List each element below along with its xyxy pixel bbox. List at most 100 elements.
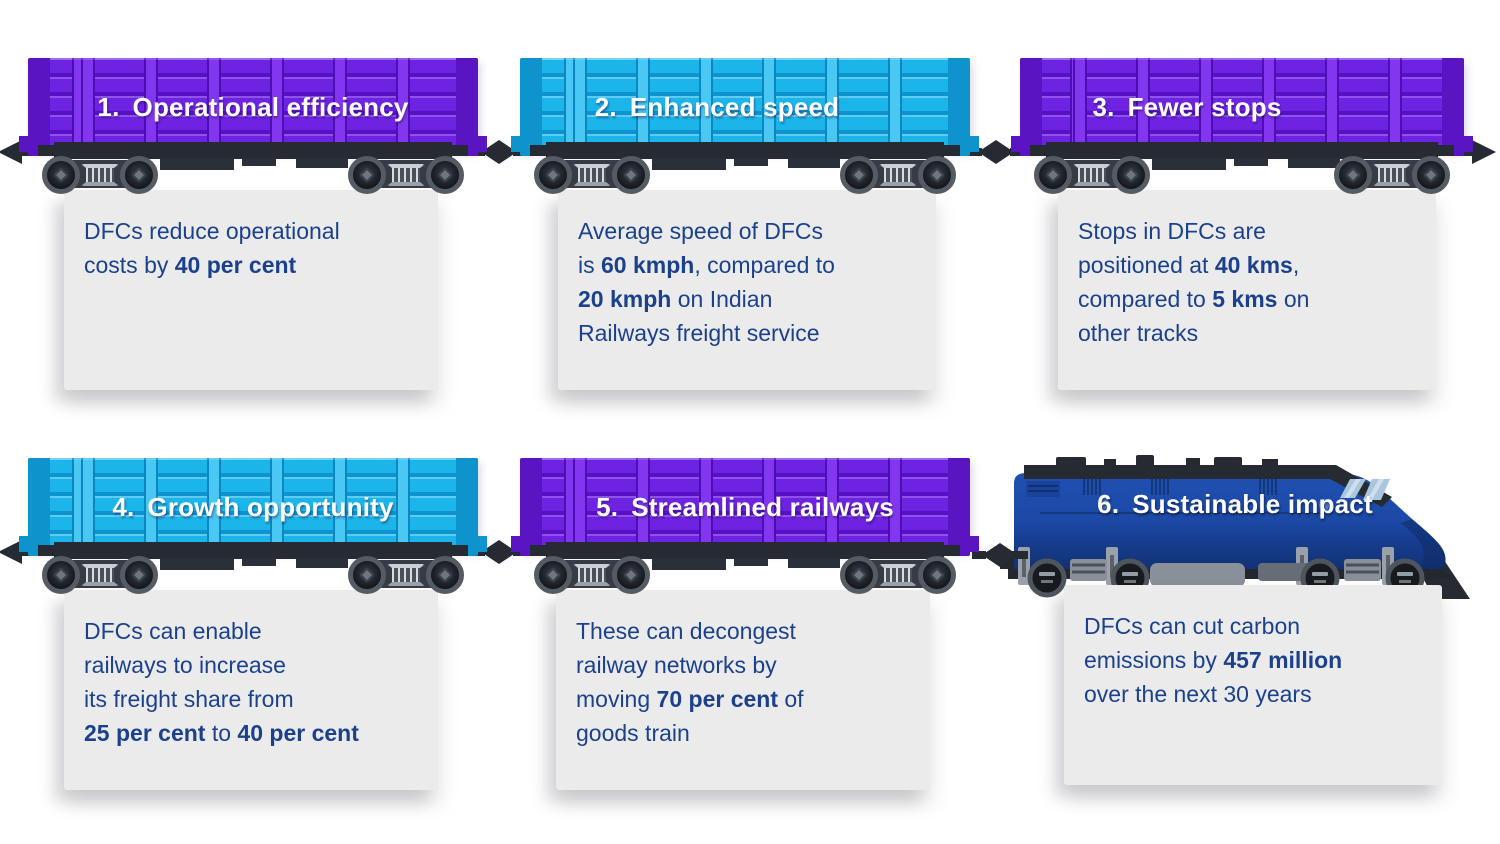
item-title-label: Sustainable impact — [1132, 489, 1373, 519]
card-text: These can decongest railway networks by mo… — [576, 618, 804, 746]
bogie-spring — [573, 164, 611, 186]
brake-box — [652, 158, 726, 170]
bogie-spring — [81, 564, 119, 586]
wheel-icon — [1112, 156, 1150, 194]
wagon-endcap — [948, 458, 979, 556]
wheel-icon — [426, 156, 464, 194]
wagon-endcap — [511, 58, 542, 156]
item-number: 6. — [1097, 489, 1120, 519]
wheel-icon — [534, 156, 572, 194]
bogie-spring — [879, 164, 917, 186]
benefit-item-1: DFCs reduce operational costs by 40 per c… — [19, 58, 487, 390]
brake-box — [734, 158, 768, 166]
wheel-icon — [426, 556, 464, 594]
bogie-spring — [387, 564, 425, 586]
item-number: 3. — [1092, 92, 1115, 122]
wagon-chassis — [530, 142, 960, 159]
wagon-endcap — [948, 58, 979, 156]
brake-box — [788, 158, 840, 168]
wheel-icon — [120, 556, 158, 594]
wheel-icon — [840, 556, 878, 594]
brake-box — [296, 558, 348, 568]
wagon-chassis — [38, 542, 468, 559]
wheel-bogie-icon — [348, 156, 464, 198]
benefit-item-3: Stops in DFCs are positioned at 40 kms, co… — [1011, 58, 1473, 390]
card-text: Stops in DFCs are positioned at 40 kms, co… — [1078, 218, 1310, 346]
brake-box — [734, 558, 768, 566]
wagon-chassis — [1030, 142, 1454, 159]
locomotive-icon — [1000, 455, 1470, 599]
wheel-bogie-icon — [1034, 156, 1150, 198]
wheel-icon — [348, 556, 386, 594]
coupler-icon — [972, 542, 1028, 573]
brake-box — [1288, 158, 1340, 168]
item-title-label: Fewer stops — [1127, 92, 1282, 122]
wheel-icon — [534, 556, 572, 594]
benefit-item-5: These can decongest railway networks by mo… — [511, 458, 979, 790]
bogie-spring — [879, 564, 917, 586]
freight-wagon-icon: 5. Streamlined railways — [511, 458, 979, 598]
wheel-icon — [1034, 156, 1072, 194]
wheel-icon — [1412, 156, 1450, 194]
wagon-body — [28, 458, 478, 550]
wheel-icon — [348, 156, 386, 194]
item-title-label: Streamlined railways — [631, 492, 894, 522]
bogie-spring — [1373, 164, 1411, 186]
item-title-label: Enhanced speed — [629, 92, 840, 122]
brake-box — [160, 558, 234, 570]
wheel-bogie-icon — [348, 556, 464, 598]
wagon-endcap — [19, 458, 50, 556]
brake-box — [242, 158, 276, 166]
item-title: 3. Fewer stops — [965, 92, 1409, 123]
wagon-body — [28, 58, 478, 150]
brake-box — [652, 558, 726, 570]
brake-box — [1234, 158, 1268, 166]
wagon-body — [1020, 58, 1464, 150]
bogie-spring — [81, 164, 119, 186]
wheel-icon — [120, 156, 158, 194]
wheel-icon — [612, 556, 650, 594]
wagon-chassis — [38, 142, 468, 159]
wagon-endcap — [1442, 58, 1473, 156]
wagon-body — [520, 58, 970, 150]
wagon-endcap — [456, 458, 487, 556]
item-title: 5. Streamlined railways — [520, 492, 970, 523]
wheel-icon — [918, 156, 956, 194]
wheel-icon — [840, 156, 878, 194]
benefit-item-6: DFCs can cut carbon emissions by 457 mill… — [1000, 451, 1470, 785]
wagon-endcap — [19, 58, 50, 156]
wagon-endcap — [456, 58, 487, 156]
wheel-bogie-icon — [42, 556, 158, 598]
wheel-bogie-icon — [534, 156, 650, 198]
wheel-icon — [42, 156, 80, 194]
item-title-label: Growth opportunity — [147, 492, 394, 522]
freight-wagon-icon: 3. Fewer stops — [1011, 58, 1473, 198]
wheel-bogie-icon — [840, 156, 956, 198]
wheel-bogie-icon — [42, 156, 158, 198]
info-card: Stops in DFCs are positioned at 40 kms, co… — [1058, 190, 1436, 390]
card-text: Average speed of DFCs is 60 kmph, compare… — [578, 218, 835, 346]
info-card: Average speed of DFCs is 60 kmph, compare… — [558, 190, 936, 390]
item-title: 1. Operational efficiency — [28, 92, 478, 123]
item-title-label: Operational efficiency — [132, 92, 409, 122]
info-card: DFCs can enable railways to increase its f… — [64, 590, 438, 790]
info-card: DFCs reduce operational costs by 40 per c… — [64, 190, 438, 390]
bogie-spring — [1073, 164, 1111, 186]
brake-box — [160, 158, 234, 170]
benefit-item-2: Average speed of DFCs is 60 kmph, compare… — [511, 58, 979, 390]
freight-wagon-icon: 1. Operational efficiency — [19, 58, 487, 198]
wagon-endcap — [1011, 58, 1042, 156]
info-card: DFCs can cut carbon emissions by 457 mill… — [1064, 585, 1442, 785]
item-title: 6. Sustainable impact — [1000, 489, 1470, 520]
item-number: 2. — [594, 92, 617, 122]
wheel-bogie-icon — [534, 556, 650, 598]
bogie-spring — [387, 164, 425, 186]
freight-wagon-icon: 2. Enhanced speed — [511, 58, 979, 198]
wheel-icon — [42, 556, 80, 594]
wheel-icon — [918, 556, 956, 594]
bogie-spring — [573, 564, 611, 586]
card-text: DFCs reduce operational costs by 40 per c… — [84, 218, 340, 278]
wagon-body — [520, 458, 970, 550]
wagon-endcap — [511, 458, 542, 556]
